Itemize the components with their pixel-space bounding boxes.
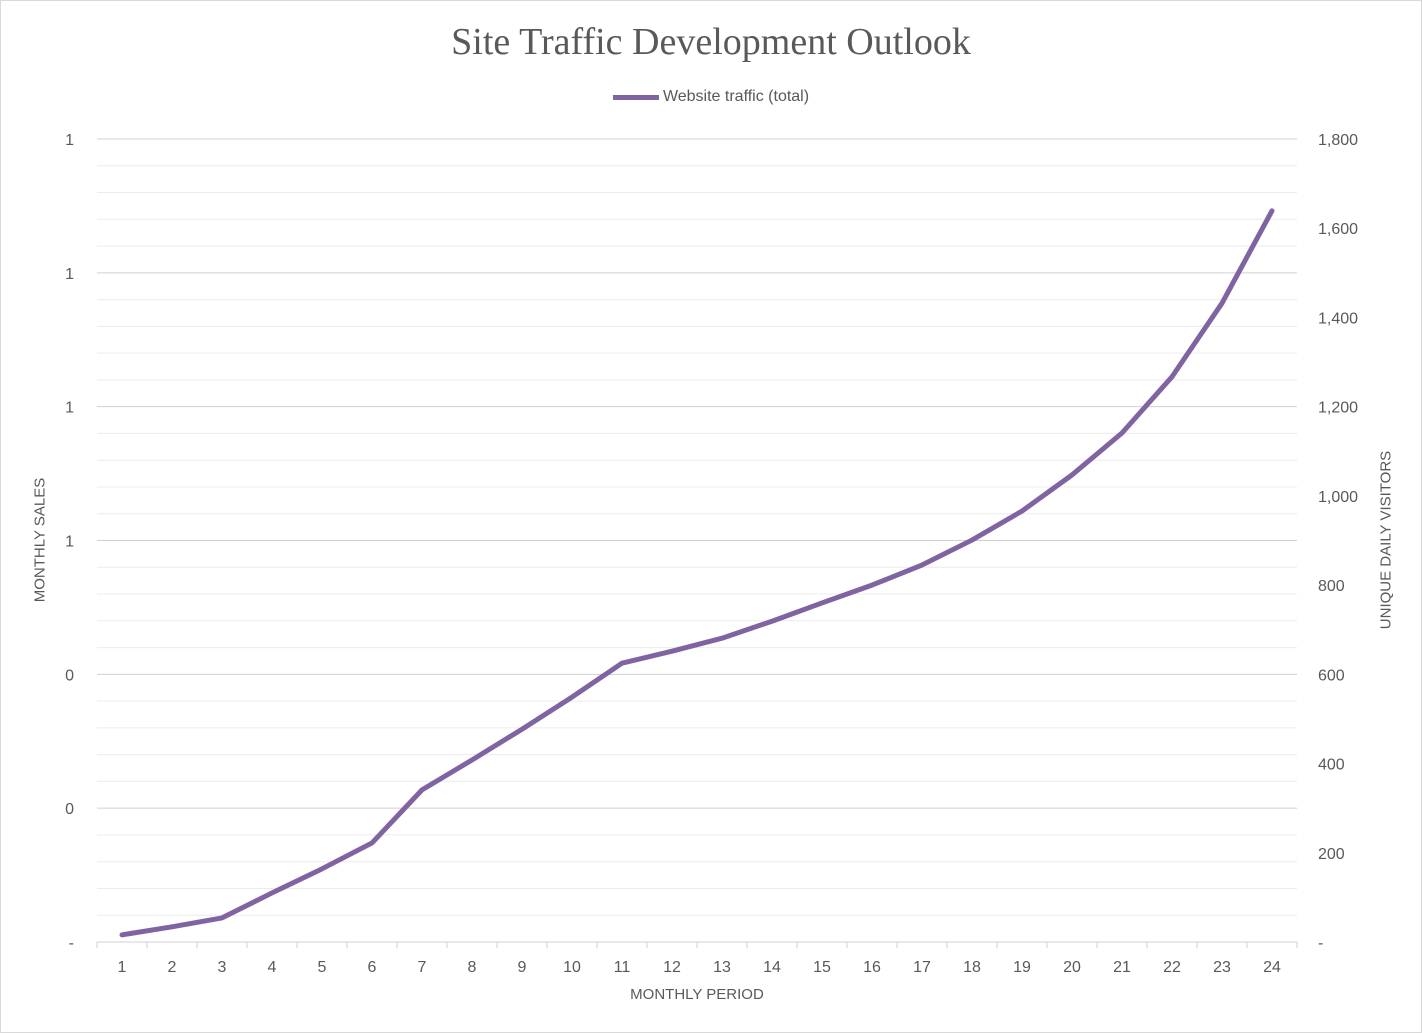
x-tick-label: 3 xyxy=(218,959,227,976)
right-tick-label: 1,200 xyxy=(1318,400,1358,417)
x-tick-label: 6 xyxy=(368,959,377,976)
left-tick-label: 1 xyxy=(65,132,74,149)
x-tick-label: 1 xyxy=(118,959,127,976)
right-tick-label: 200 xyxy=(1318,846,1345,863)
x-tick-label: 10 xyxy=(563,959,581,976)
x-tick-label: 4 xyxy=(268,959,277,976)
x-tick-label: 15 xyxy=(813,959,831,976)
x-tick-label: 13 xyxy=(713,959,731,976)
x-tick-label: 12 xyxy=(663,959,681,976)
right-tick-label: 1,800 xyxy=(1318,132,1358,149)
right-tick-label: 400 xyxy=(1318,757,1345,774)
series-line xyxy=(119,208,1275,938)
left-tick-label: 0 xyxy=(65,801,74,818)
left-tick-label: 1 xyxy=(65,534,74,551)
x-tick-label: 9 xyxy=(518,959,527,976)
x-axis-title: MONTHLY PERIOD xyxy=(630,986,764,1003)
legend-swatch xyxy=(612,94,659,100)
x-tick-label: 19 xyxy=(1013,959,1031,976)
chart-title: Site Traffic Development Outlook xyxy=(451,21,971,63)
x-tick-label: 2 xyxy=(168,959,177,976)
x-tick-label: 18 xyxy=(963,959,981,976)
left-tick-label: - xyxy=(69,935,74,952)
x-tick-label: 5 xyxy=(318,959,327,976)
x-tick-label: 20 xyxy=(1063,959,1081,976)
right-tick-label: 800 xyxy=(1318,578,1345,595)
x-tick-label: 11 xyxy=(614,959,631,976)
left-tick-label: 0 xyxy=(65,667,74,684)
x-tick-label: 7 xyxy=(418,959,427,976)
x-tick-label: 8 xyxy=(468,959,477,976)
right-tick-label: 1,400 xyxy=(1318,310,1358,327)
right-tick-label: 600 xyxy=(1318,667,1345,684)
x-tick-label: 21 xyxy=(1113,959,1131,976)
right-tick-label: 1,000 xyxy=(1318,489,1358,506)
x-tick-label: 22 xyxy=(1163,959,1181,976)
x-tick-label: 23 xyxy=(1213,959,1231,976)
x-tick-label: 17 xyxy=(913,959,931,976)
legend-label: Website traffic (total) xyxy=(662,88,810,105)
left-tick-label: 1 xyxy=(65,266,74,283)
x-tick-label: 16 xyxy=(863,959,881,976)
left-tick-label: 1 xyxy=(65,400,74,417)
x-tick-label: 24 xyxy=(1263,959,1281,976)
legend: Website traffic (total) xyxy=(0,88,1422,106)
right-tick-label: 1,600 xyxy=(1318,221,1358,238)
x-tick-label: 14 xyxy=(763,959,781,976)
right-tick-label: - xyxy=(1318,935,1323,952)
